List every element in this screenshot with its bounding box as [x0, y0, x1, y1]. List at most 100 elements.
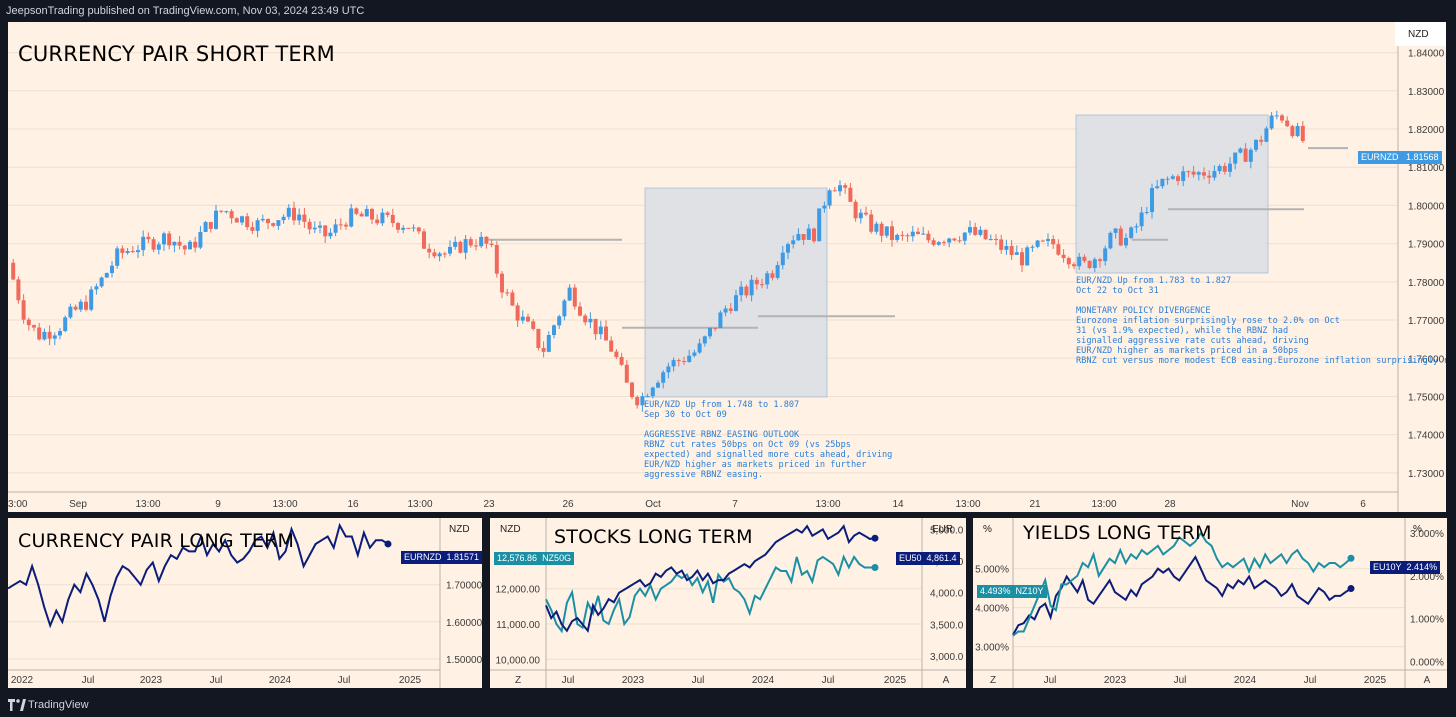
- candle-body: [754, 279, 759, 285]
- candle-body: [692, 352, 697, 356]
- candle-body: [286, 207, 291, 217]
- x-tick-label: Nov: [1291, 499, 1309, 510]
- candle-body: [120, 248, 125, 253]
- candle-body: [1248, 149, 1253, 162]
- long-term-currency-panel[interactable]: 1.50000 1.60000 1.70000 NZD 2022 Jul 2023 Jul 20…: [8, 518, 482, 688]
- y-tick-label: 1.83000: [1408, 87, 1445, 98]
- candle-body: [578, 306, 582, 316]
- candle-body: [385, 212, 390, 215]
- candle-body: [1077, 256, 1082, 267]
- x-tick-label: 13:00: [1091, 499, 1116, 510]
- candle-body: [562, 300, 567, 317]
- candle-body: [588, 318, 593, 323]
- candle-body: [1295, 125, 1300, 137]
- candle-body: [349, 208, 354, 227]
- candle-body: [900, 234, 905, 236]
- footer-bar: TradingView: [0, 693, 1456, 717]
- candle-body: [791, 240, 796, 245]
- candle-body: [822, 205, 827, 209]
- candle-body: [344, 224, 348, 227]
- y-tick-label: 1.70000: [446, 581, 482, 592]
- stocks-long-term-panel[interactable]: 10,000.00 11,000.00 12,000.00 3,000.0 3,500.…: [490, 518, 966, 688]
- candle-body: [78, 301, 83, 310]
- candle-body: [318, 225, 322, 228]
- left-currency-label: NZD: [500, 524, 521, 535]
- candle-body: [203, 222, 208, 232]
- candle-body: [484, 236, 489, 244]
- candle-body: [1108, 232, 1113, 249]
- candle-body: [1243, 148, 1248, 162]
- candle-body: [910, 231, 915, 237]
- x-tick-label: 13:00: [272, 499, 297, 510]
- candle-body: [328, 232, 333, 237]
- x-tick-label: 13:00: [407, 499, 432, 510]
- candle-body: [1082, 256, 1087, 261]
- candle-body: [151, 239, 156, 250]
- eurnzd-tag-symbol: EURNZD: [1361, 152, 1399, 162]
- candle-body: [718, 312, 723, 329]
- candle-body: [697, 343, 702, 353]
- candle-body: [936, 242, 941, 245]
- nz10y-tag: 4.493% NZ10Y: [977, 585, 1047, 598]
- annotation-note-oct: EUR/NZD Up from 1.748 to 1.807 Sep 30 to…: [644, 400, 893, 480]
- candle-body: [739, 286, 744, 296]
- candle-body: [411, 227, 416, 229]
- candle-body: [978, 229, 983, 235]
- candle-body: [99, 277, 104, 287]
- candle-body: [947, 238, 952, 243]
- eu50-tag-value: 4,861.4: [926, 553, 957, 563]
- y-tick-label: 1.82000: [1408, 125, 1445, 136]
- candle-body: [406, 227, 411, 229]
- candle-body: [723, 308, 728, 313]
- candle-body: [370, 208, 374, 220]
- candle-body: [609, 340, 614, 352]
- z-button: Z: [515, 675, 521, 686]
- eu10y-tag: EU10Y 2.414%: [1370, 561, 1441, 574]
- candle-body: [1020, 252, 1024, 266]
- candle-body: [765, 273, 770, 285]
- short-term-chart[interactable]: 1.73000 1.74000 1.75000 1.76000 1.77000 1.780…: [8, 22, 1446, 512]
- eu50-tag: EU50 4,861.4: [896, 552, 960, 565]
- nz50g-tag-value: 12,576.86: [497, 553, 538, 563]
- candle-body: [1134, 226, 1139, 228]
- candle-body: [973, 227, 978, 235]
- candle-body: [848, 187, 853, 202]
- candle-body: [1014, 252, 1019, 255]
- candle-body: [635, 397, 640, 406]
- nz50g-line-endpoint: [871, 563, 879, 571]
- candle-body: [245, 216, 250, 228]
- candle-body: [593, 318, 598, 335]
- candle-body: [380, 212, 385, 224]
- short-term-chart-panel[interactable]: 1.73000 1.74000 1.75000 1.76000 1.77000 1.780…: [8, 22, 1446, 512]
- candle-body: [437, 253, 442, 257]
- candle-body: [630, 382, 634, 398]
- candle-body: [744, 286, 749, 296]
- tradingview-brand[interactable]: TradingView: [28, 699, 89, 711]
- left-y-tick-label: 12,000.00: [496, 585, 541, 596]
- tradingview-logo-icon[interactable]: [8, 699, 26, 711]
- candle-body: [312, 227, 317, 230]
- candle-body: [510, 292, 515, 306]
- yields-long-term-panel[interactable]: 3.000% 4.000% 5.000% 0.000% 1.000% 2.000% 3.00…: [973, 518, 1447, 688]
- x-tick-label: 13:00: [815, 499, 840, 510]
- candle-body: [224, 211, 229, 213]
- long-term-currency-chart[interactable]: 1.50000 1.60000 1.70000 NZD 2022 Jul 2023 Jul 20…: [8, 518, 482, 688]
- candle-body: [193, 241, 198, 248]
- right-y-tick-label: 0.000%: [1410, 657, 1444, 668]
- yields-long-term-chart[interactable]: 3.000% 4.000% 5.000% 0.000% 1.000% 2.000% 3.00…: [973, 518, 1447, 688]
- candle-body: [546, 335, 551, 352]
- currency-box: [1395, 22, 1446, 46]
- candle-body: [136, 250, 140, 253]
- candle-body: [458, 241, 463, 253]
- candle-body: [11, 262, 16, 280]
- candle-body: [307, 221, 312, 230]
- z-button: Z: [990, 675, 996, 686]
- candle-body: [1274, 115, 1279, 117]
- candle-body: [1066, 258, 1071, 265]
- candle-body: [234, 218, 239, 223]
- candle-body: [968, 227, 972, 233]
- right-currency-label: EUR: [932, 524, 953, 535]
- candle-body: [229, 211, 234, 219]
- annotation-note-nov: EUR/NZD Up from 1.783 to 1.827 Oct 22 to…: [1076, 276, 1446, 366]
- candle-body: [442, 253, 447, 255]
